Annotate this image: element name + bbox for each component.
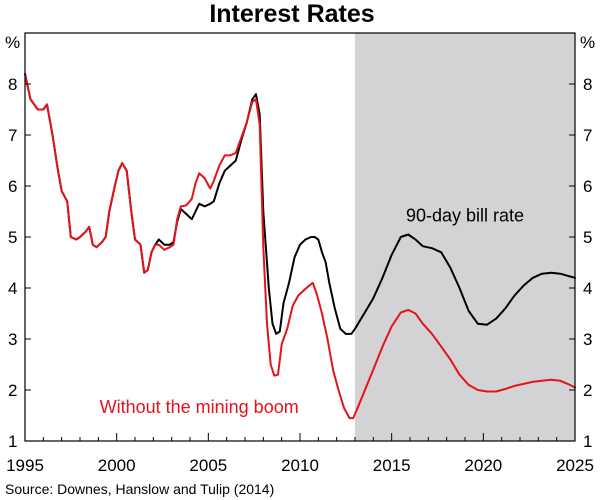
- x-tick-label: 2005: [189, 456, 227, 475]
- label-bill-rate: 90-day bill rate: [406, 206, 524, 226]
- label-without-mining-boom: Without the mining boom: [100, 397, 299, 417]
- y-tick-label-left: 1: [8, 432, 17, 451]
- x-tick-label: 1995: [6, 456, 44, 475]
- annotations: 90-day bill rate Without the mining boom: [100, 206, 524, 417]
- x-tick-label: 2015: [373, 456, 411, 475]
- y-tick-label-right: 1: [583, 432, 592, 451]
- y-tick-label-right: 4: [583, 279, 592, 298]
- y-tick-label-right: 8: [583, 75, 592, 94]
- y-tick-label-left: 4: [8, 279, 17, 298]
- y-tick-label-left: 3: [8, 330, 17, 349]
- series-line-without-mining-boom: [24, 72, 576, 420]
- y-tick-label-left: 8: [8, 75, 17, 94]
- y-tick-label-left: 2: [8, 381, 17, 400]
- chart-title: Interest Rates: [209, 0, 374, 28]
- y-unit-right: %: [580, 33, 595, 52]
- y-tick-label-right: 6: [583, 177, 592, 196]
- y-unit-left: %: [5, 33, 20, 52]
- y-tick-label-left: 5: [8, 228, 17, 247]
- y-tick-label-left: 7: [8, 126, 17, 145]
- series-layer: [24, 72, 576, 420]
- x-tick-label: 2020: [464, 456, 502, 475]
- axis-ticks: 1 1 2 2 3 3 4 4 5 5 6 6 7 7 8 8 1995 2000 2005 2010 2015 2020…: [6, 75, 594, 475]
- projection-shaded-region: [355, 33, 575, 441]
- y-tick-label-right: 7: [583, 126, 592, 145]
- y-tick-label-left: 6: [8, 177, 17, 196]
- x-tick-label: 2000: [98, 456, 136, 475]
- x-tick-label: 2025: [556, 456, 594, 475]
- x-tick-label: 2010: [281, 456, 319, 475]
- y-tick-label-right: 3: [583, 330, 592, 349]
- source-note: Source: Downes, Hanslow and Tulip (2014): [5, 481, 274, 497]
- y-tick-label-right: 2: [583, 381, 592, 400]
- y-tick-label-right: 5: [583, 228, 592, 247]
